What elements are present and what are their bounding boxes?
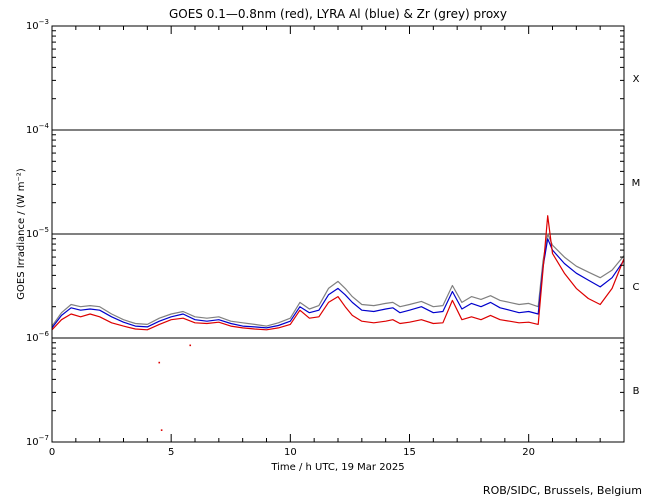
axis-ticks: [51, 25, 625, 443]
outlier-point-1: [160, 429, 163, 431]
outlier-point-0: [158, 361, 161, 364]
series-line-2: [51, 215, 625, 331]
flare-class-label-b: B: [633, 386, 640, 397]
y-tick-label-4: 10−3: [26, 18, 49, 32]
series-line-1: [51, 238, 625, 329]
x-axis-label: Time / h UTC, 19 Mar 2025: [270, 462, 404, 473]
flare-class-label-m: M: [632, 178, 641, 189]
x-tick-label-2: 10: [284, 447, 297, 458]
flare-class-label-c: C: [633, 282, 640, 293]
x-tick-labels: 0 5 10 15 20: [49, 447, 535, 458]
x-tick-label-4: 20: [522, 447, 535, 458]
y-tick-labels: 10−7 10−6 10−5 10−4 10−3: [26, 18, 50, 448]
y-axis-label: GOES Irradiance / (W m⁻²): [16, 168, 27, 300]
chart-title: GOES 0.1—0.8nm (red), LYRA Al (blue) & Z…: [169, 7, 507, 21]
y-tick-label-3: 10−4: [26, 122, 50, 136]
series-line-0: [51, 233, 625, 327]
series-layer: [51, 215, 625, 431]
flare-class-lines: [52, 129, 624, 339]
y-tick-label-0: 10−7: [26, 434, 49, 448]
y-tick-label-2: 10−5: [26, 226, 49, 240]
y-tick-label-1: 10−6: [26, 330, 50, 344]
x-tick-label-3: 15: [403, 447, 416, 458]
x-tick-label-1: 5: [168, 447, 174, 458]
credit-text: ROB/SIDC, Brussels, Belgium: [483, 484, 642, 497]
flare-class-label-x: X: [633, 74, 640, 85]
x-tick-label-0: 0: [49, 447, 55, 458]
flare-class-labels: B C M X: [632, 74, 641, 397]
outlier-point-2: [189, 344, 192, 347]
